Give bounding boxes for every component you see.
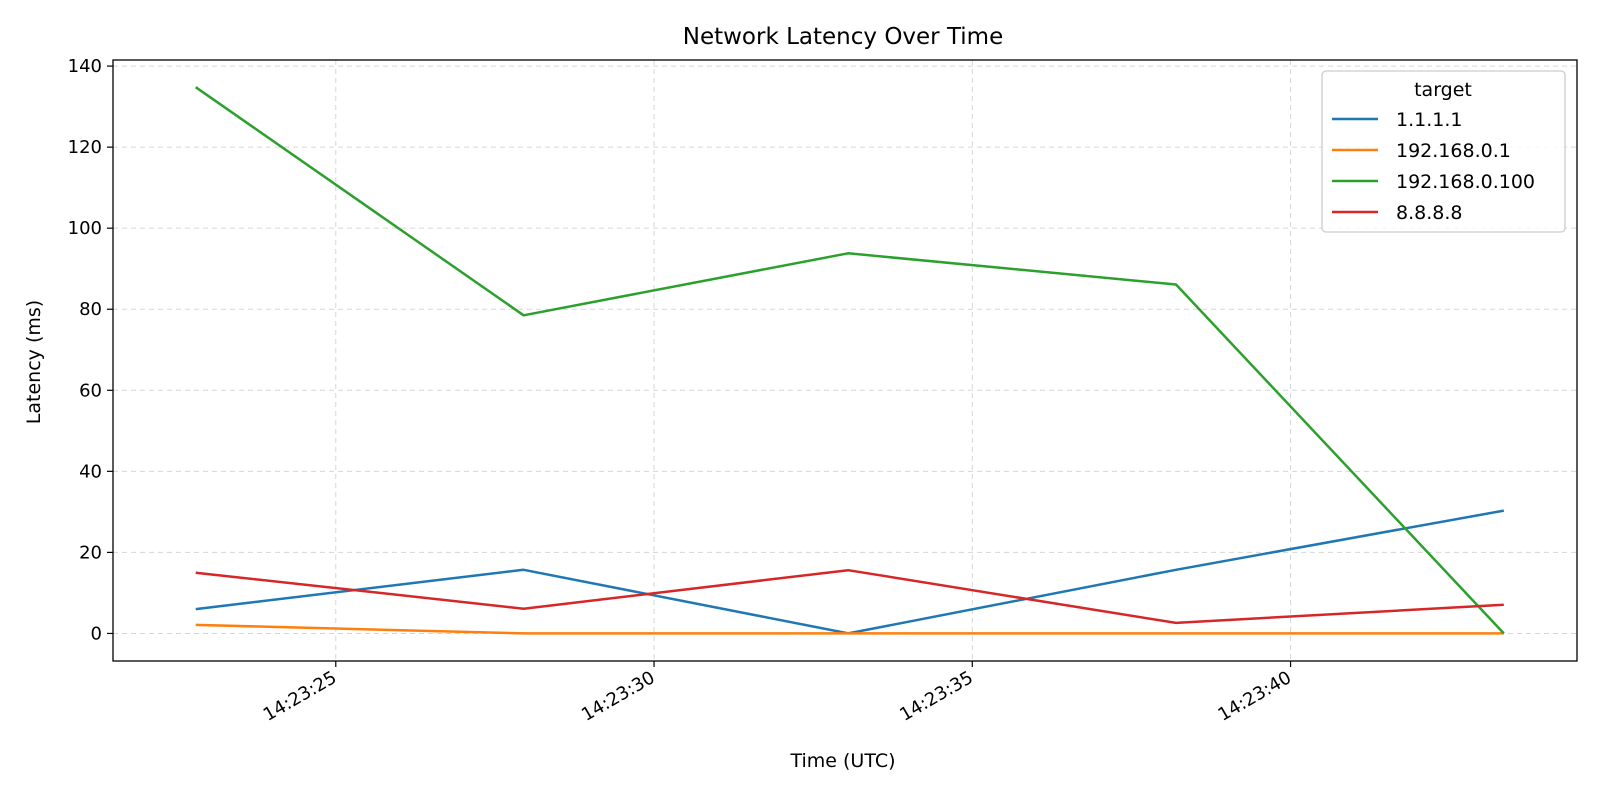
y-tick-label: 40 [79,461,102,482]
y-tick-label: 60 [79,380,102,401]
legend-title: target [1414,79,1472,101]
y-axis-label: Latency (ms) [23,300,45,424]
legend-entry: 192.168.0.1 [1396,140,1511,162]
y-tick-label: 0 [91,623,102,644]
legend-box [1321,70,1566,233]
chart-title: Network Latency Over Time [683,24,1003,50]
y-axis: 0 20 40 60 80 100 120 140 [68,56,113,644]
legend-entry: 8.8.8.8 [1396,202,1462,224]
series-lines [194,86,1505,635]
series-line-192-168-0-1 [195,623,1504,635]
series-line-8-8-8-8 [195,568,1504,625]
plot-frame [112,59,1578,662]
y-tick-label: 140 [68,56,102,77]
legend-entry: 1.1.1.1 [1396,109,1462,131]
y-tick-label: 20 [79,542,102,563]
y-tick-label: 80 [79,299,102,320]
legend-entry: 192.168.0.100 [1396,171,1535,193]
legend: target 1.1.1.1 192.168.0.1 192.168.0.100 8.… [1321,70,1566,233]
y-tick-label: 100 [68,218,102,239]
series-line-192-168-0-100 [194,86,1505,635]
x-axis-label: Time (UTC) [789,750,895,772]
y-tick-label: 120 [68,137,102,158]
